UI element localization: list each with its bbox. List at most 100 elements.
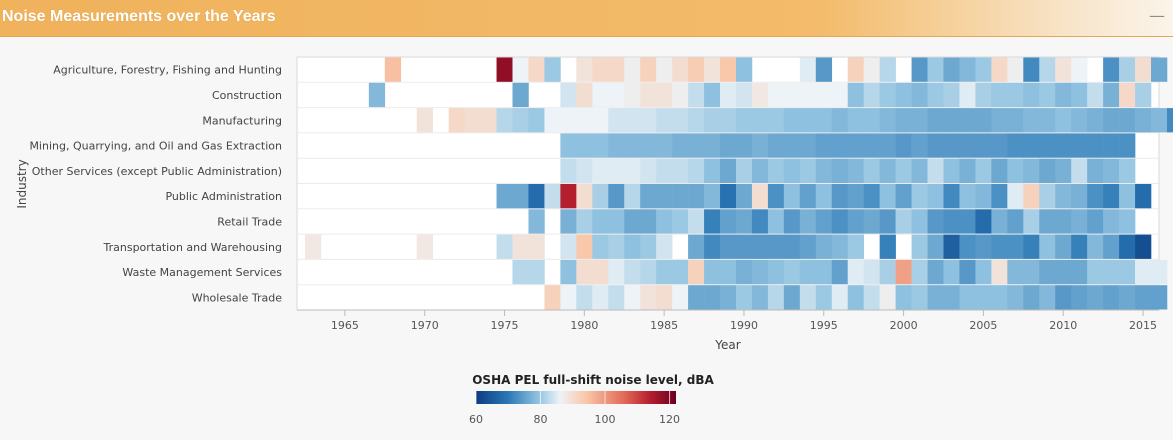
heatmap-cell[interactable] (608, 234, 625, 259)
heatmap-cell[interactable] (879, 57, 896, 82)
heatmap-cell[interactable] (624, 158, 641, 183)
heatmap-cell[interactable] (1151, 108, 1168, 133)
heatmap-cell[interactable] (608, 108, 625, 133)
heatmap-cell[interactable] (1055, 57, 1072, 82)
heatmap-cell[interactable] (831, 234, 849, 259)
heatmap-cell[interactable] (704, 57, 721, 82)
heatmap-cell[interactable] (959, 108, 976, 133)
heatmap-cell[interactable] (751, 108, 769, 133)
heatmap-cell[interactable] (1119, 234, 1136, 259)
heatmap-cell[interactable] (975, 234, 992, 259)
heatmap-cell[interactable] (624, 133, 641, 158)
heatmap-cell[interactable] (688, 82, 705, 108)
heatmap-cell[interactable] (1135, 82, 1152, 108)
heatmap-cell[interactable] (831, 158, 849, 183)
heatmap-cell[interactable] (975, 57, 992, 82)
heatmap-cell[interactable] (1039, 285, 1056, 310)
heatmap-cell[interactable] (1007, 285, 1024, 310)
heatmap-cell[interactable] (959, 285, 976, 310)
heatmap-cell[interactable] (656, 259, 673, 285)
heatmap-cell[interactable] (1087, 184, 1104, 209)
heatmap-cell[interactable] (879, 133, 896, 158)
heatmap-cell[interactable] (943, 108, 960, 133)
heatmap-cell[interactable] (975, 259, 992, 285)
heatmap-cell[interactable] (799, 133, 817, 158)
heatmap-cell[interactable] (640, 158, 657, 183)
heatmap-cell[interactable] (799, 259, 817, 285)
heatmap-cell[interactable] (1103, 57, 1120, 82)
heatmap-cell[interactable] (704, 133, 721, 158)
heatmap-cell[interactable] (751, 184, 769, 209)
heatmap-cell[interactable] (767, 133, 785, 158)
heatmap-cell[interactable] (911, 133, 928, 158)
heatmap-cell[interactable] (608, 209, 625, 234)
heatmap-cell[interactable] (608, 133, 625, 158)
heatmap-cell[interactable] (1023, 209, 1040, 234)
heatmap-cell[interactable] (767, 259, 785, 285)
heatmap-cell[interactable] (783, 285, 801, 310)
heatmap-cell[interactable] (783, 158, 801, 183)
heatmap-cell[interactable] (560, 82, 577, 108)
heatmap-cell[interactable] (1055, 259, 1072, 285)
heatmap-cell[interactable] (1103, 184, 1120, 209)
heatmap-cell[interactable] (688, 234, 705, 259)
heatmap-cell[interactable] (959, 209, 976, 234)
heatmap-cell[interactable] (863, 57, 880, 82)
heatmap-cell[interactable] (735, 234, 753, 259)
heatmap-cell[interactable] (879, 184, 896, 209)
heatmap-cell[interactable] (879, 285, 896, 310)
heatmap-cell[interactable] (815, 285, 833, 310)
heatmap-cell[interactable] (767, 82, 785, 108)
heatmap-cell[interactable] (895, 133, 912, 158)
heatmap-cell[interactable] (640, 285, 657, 310)
heatmap-cell[interactable] (991, 285, 1008, 310)
heatmap-cell[interactable] (783, 133, 801, 158)
heatmap-cell[interactable] (1007, 259, 1024, 285)
heatmap-cell[interactable] (1087, 133, 1104, 158)
heatmap-cell[interactable] (448, 108, 465, 133)
heatmap-cell[interactable] (751, 259, 769, 285)
heatmap-cell[interactable] (560, 158, 577, 183)
heatmap-cell[interactable] (911, 184, 928, 209)
heatmap-cell[interactable] (720, 259, 737, 285)
heatmap-cell[interactable] (847, 234, 864, 259)
heatmap-cell[interactable] (1007, 234, 1024, 259)
heatmap-cell[interactable] (512, 259, 529, 285)
heatmap-cell[interactable] (943, 259, 960, 285)
heatmap-cell[interactable] (496, 108, 513, 133)
heatmap-cell[interactable] (592, 108, 609, 133)
heatmap-cell[interactable] (560, 234, 577, 259)
heatmap-cell[interactable] (1023, 259, 1040, 285)
heatmap-cell[interactable] (1087, 158, 1104, 183)
heatmap-cell[interactable] (672, 82, 689, 108)
heatmap-cell[interactable] (688, 158, 705, 183)
heatmap-cell[interactable] (624, 234, 641, 259)
heatmap-cell[interactable] (943, 133, 960, 158)
heatmap-cell[interactable] (656, 57, 673, 82)
heatmap-cell[interactable] (767, 285, 785, 310)
heatmap-cell[interactable] (927, 234, 944, 259)
heatmap-cell[interactable] (991, 234, 1008, 259)
heatmap-cell[interactable] (735, 133, 753, 158)
heatmap-cell[interactable] (704, 285, 721, 310)
heatmap-cell[interactable] (1135, 184, 1152, 209)
heatmap-cell[interactable] (1119, 259, 1136, 285)
heatmap-cell[interactable] (911, 158, 928, 183)
heatmap-cell[interactable] (943, 209, 960, 234)
heatmap-cell[interactable] (720, 158, 737, 183)
heatmap-cell[interactable] (1023, 57, 1040, 82)
heatmap-cell[interactable] (704, 108, 721, 133)
heatmap-cell[interactable] (704, 234, 721, 259)
heatmap-cell[interactable] (911, 82, 928, 108)
heatmap-cell[interactable] (895, 158, 912, 183)
heatmap-cell[interactable] (592, 158, 609, 183)
heatmap-cell[interactable] (735, 259, 753, 285)
heatmap-cell[interactable] (608, 259, 625, 285)
heatmap-cell[interactable] (783, 82, 801, 108)
heatmap-cell[interactable] (640, 234, 657, 259)
heatmap-cell[interactable] (1103, 133, 1120, 158)
heatmap-cell[interactable] (496, 234, 513, 259)
heatmap-cell[interactable] (879, 158, 896, 183)
heatmap-cell[interactable] (895, 108, 912, 133)
heatmap-cell[interactable] (943, 234, 960, 259)
